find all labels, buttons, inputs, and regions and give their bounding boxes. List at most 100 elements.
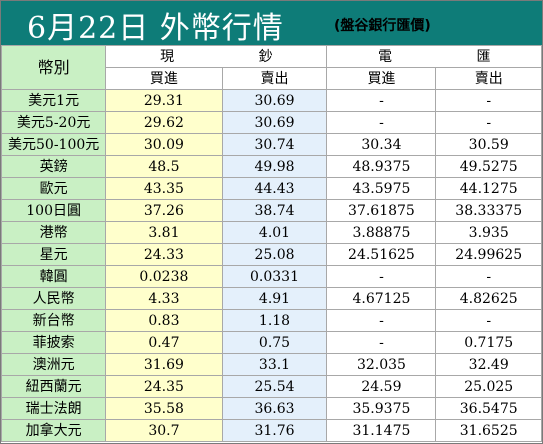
currency-name: 澳洲元 [0,353,107,376]
cash-sell-value: 0.0331 [221,265,328,288]
currency-name: 英鎊 [0,155,107,178]
cash-sell-value: 0.75 [221,331,328,354]
wire-sell-value: 49.5275 [435,155,542,178]
cash-sell-value: 30.69 [221,111,328,134]
cash-buy-value: 29.31 [105,89,223,112]
wire-buy-value: 24.51625 [326,243,437,266]
group-header-row: 幣別 現 鈔 電 匯 [0,45,542,90]
table-row: 港幣 3.81 4.01 3.88875 3.935 [0,221,542,244]
wire-buy-value: - [326,89,437,112]
wire-sell-value: 4.82625 [435,287,542,310]
wire-buy-value: 24.59 [326,375,437,398]
wire-sell-value: - [435,309,542,332]
table-row: 加拿大元 30.7 31.76 31.1475 31.6525 [0,419,542,442]
wire-sell-value: 0.7175 [435,331,542,354]
table-row: 菲披索 0.47 0.75-0.7175 [0,331,542,354]
cash-buy-value: 24.33 [105,243,223,266]
wire-sell-value: 30.59 [435,133,542,156]
table-row: 100日圓 37.26 38.74 37.61875 38.33375 [0,199,542,222]
currency-name: 美元50-100元 [0,133,107,156]
wire-buy-value: - [326,111,437,134]
currency-name: 歐元 [0,177,107,200]
wire-sell-value: - [435,265,542,288]
wire-buy-value: 32.035 [326,353,437,376]
wire-buy-value: 35.9375 [326,397,437,420]
wire-buy-value: - [326,265,437,288]
cash-sell-value: 44.43 [221,177,328,200]
cash-buy-value: 0.0238 [105,265,223,288]
table-row: 美元50-100元 30.09 30.74 30.34 30.59 [0,133,542,156]
cash-buy-value: 0.47 [105,331,223,354]
wire-sell-value: - [435,89,542,112]
cash-buy-value: 30.09 [105,133,223,156]
wire-buy-value: 30.34 [326,133,437,156]
wire-buy-value: 43.5975 [326,177,437,200]
cash-buy-value: 30.7 [105,419,223,442]
wire-buy-value: 4.67125 [326,287,437,310]
table-row: 瑞士法朗 35.58 36.63 35.9375 36.5475 [0,397,542,420]
wire-sell-value: 38.33375 [435,199,542,222]
currency-name: 港幣 [0,221,107,244]
cash-buy-value: 43.35 [105,177,223,200]
table-row: 英鎊 48.5 49.98 48.9375 49.5275 [0,155,542,178]
cash-buy-value: 0.83 [105,309,223,332]
currency-name: 星元 [0,243,107,266]
cash-buy-value: 48.5 [105,155,223,178]
exchange-rate-table: 幣別 現 鈔 電 匯 買進 賣出 買進 賣出 美元1元 29.31 30.69- - 美… [0,45,542,442]
currency-name: 新台幣 [0,309,107,332]
table-row: 美元5-20元 29.62 30.69- - [0,111,542,134]
cash-sell-value: 36.63 [221,397,328,420]
currency-name: 加拿大元 [0,419,107,442]
wire-group-header: 電 匯 [326,45,542,68]
wire-buy-value: 3.88875 [326,221,437,244]
cash-sell-value: 30.74 [221,133,328,156]
currency-name: 美元1元 [0,89,107,112]
wire-buy-value: - [326,309,437,332]
wire-sell-value: 3.935 [435,221,542,244]
cash-sell-value: 49.98 [221,155,328,178]
cash-buy-value: 37.26 [105,199,223,222]
currency-name: 美元5-20元 [0,111,107,134]
source-note: (盤谷銀行匯價) [334,18,431,34]
cash-sell-value: 4.01 [221,221,328,244]
currency-name: 人民幣 [0,287,107,310]
cash-buy-value: 4.33 [105,287,223,310]
wire-buy-value: 48.9375 [326,155,437,178]
table-row: 澳洲元 31.69 33.1 32.035 32.49 [0,353,542,376]
table-row: 美元1元 29.31 30.69- - [0,89,542,112]
table-row: 歐元 43.35 44.43 43.5975 44.1275 [0,177,542,200]
wire-sell-value: 24.99625 [435,243,542,266]
cash-sell-value: 4.91 [221,287,328,310]
currency-column-header: 幣別 [0,45,107,90]
currency-name: 瑞士法朗 [0,397,107,420]
currency-name: 紐西蘭元 [0,375,107,398]
cash-sell-value: 31.76 [221,419,328,442]
wire-sell-value: 32.49 [435,353,542,376]
wire-sell-header: 賣出 [435,67,542,90]
wire-sell-value: 25.025 [435,375,542,398]
cash-buy-value: 29.62 [105,111,223,134]
table-row: 韓圓 0.0238 0.0331- - [0,265,542,288]
cash-buy-header: 買進 [105,67,223,90]
currency-name: 菲披索 [0,331,107,354]
cash-sell-value: 25.54 [221,375,328,398]
table-row: 星元 24.33 25.08 24.51625 24.99625 [0,243,542,266]
currency-name: 100日圓 [0,199,107,222]
title-bar: 6月22日 外幣行情 (盤谷銀行匯價) [1,1,542,46]
cash-buy-value: 24.35 [105,375,223,398]
cash-sell-value: 38.74 [221,199,328,222]
cash-buy-value: 3.81 [105,221,223,244]
wire-sell-value: 44.1275 [435,177,542,200]
cash-buy-value: 35.58 [105,397,223,420]
cash-sell-header: 賣出 [221,67,328,90]
table-row: 新台幣 0.83 1.18- - [0,309,542,332]
page-title: 6月22日 外幣行情 [27,11,284,46]
wire-buy-value: 31.1475 [326,419,437,442]
cash-sell-value: 1.18 [221,309,328,332]
sub-header-row: 買進 賣出 買進 賣出 [2,67,542,90]
wire-sell-value: 31.6525 [435,419,542,442]
cash-sell-value: 33.1 [221,353,328,376]
table-row: 紐西蘭元 24.35 25.54 24.59 25.025 [0,375,542,398]
wire-buy-header: 買進 [326,67,437,90]
